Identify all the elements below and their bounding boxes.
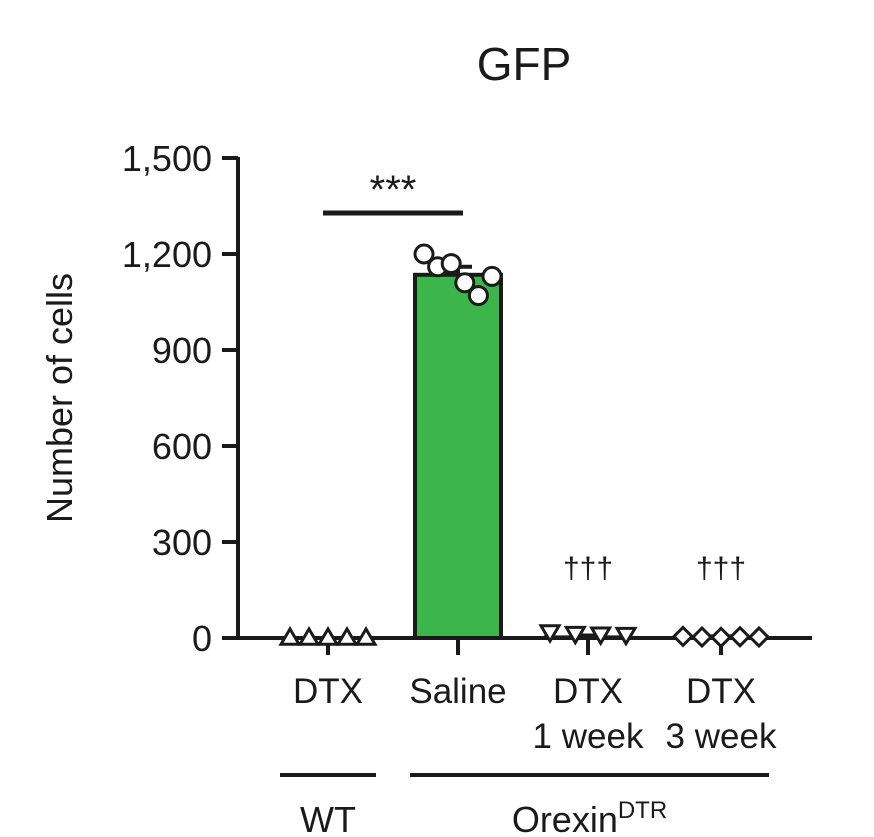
data-point — [563, 625, 587, 646]
bar-1 — [413, 272, 503, 640]
data-point — [354, 626, 378, 646]
y-tick-label: 900 — [152, 330, 212, 371]
y-axis-label: Number of cells — [39, 273, 80, 523]
data-point — [297, 626, 321, 646]
data-point — [413, 243, 435, 265]
data-point — [481, 265, 503, 287]
data-point — [709, 626, 733, 649]
y-tick-label: 0 — [192, 618, 212, 659]
y-tick-label: 1,500 — [122, 138, 212, 179]
y-tick-label: 600 — [152, 426, 212, 467]
y-tick-label: 300 — [152, 522, 212, 563]
data-point — [467, 285, 489, 307]
y-tick-label: 1,200 — [122, 234, 212, 275]
category-label: DTX — [686, 672, 756, 711]
data-point — [316, 626, 340, 646]
data-point — [440, 253, 462, 275]
category-label: DTX — [293, 672, 363, 711]
data-point — [335, 626, 359, 646]
data-point — [728, 625, 752, 648]
data-point — [454, 272, 476, 294]
group-label-main: WT — [300, 799, 356, 837]
significance-stars: *** — [370, 168, 417, 212]
group-label-main: Orexin — [512, 799, 618, 837]
category-label: Saline — [409, 672, 506, 711]
data-point — [538, 624, 562, 645]
data-point — [589, 626, 613, 647]
dagger-annotation: ††† — [696, 552, 746, 585]
data-point — [278, 626, 302, 646]
category-sublabel: 3 week — [666, 717, 777, 756]
chart-title: GFP — [477, 38, 572, 90]
data-point — [614, 626, 638, 647]
data-point — [671, 625, 695, 648]
group-label: WT — [300, 799, 356, 837]
category-label: DTX — [553, 672, 623, 711]
category-sublabel: 1 week — [533, 717, 644, 756]
data-point — [690, 625, 714, 649]
data-point — [747, 625, 771, 649]
group-label: OrexinDTR — [512, 797, 667, 837]
group-label-superscript: DTR — [618, 797, 667, 824]
dagger-annotation: ††† — [563, 552, 613, 585]
